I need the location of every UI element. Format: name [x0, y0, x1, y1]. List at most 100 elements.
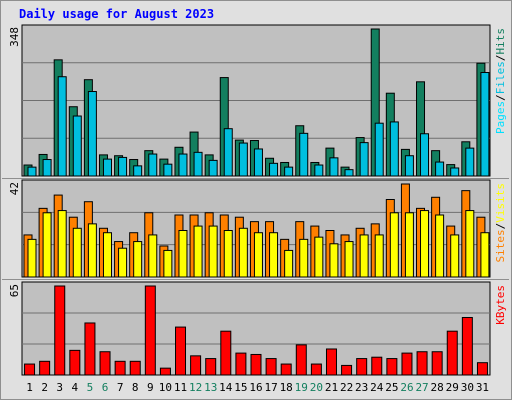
- bar-sites: [208, 225, 218, 278]
- x-axis-day-label: 26: [400, 381, 413, 394]
- bar-files: [359, 142, 369, 177]
- bar-sites: [420, 210, 430, 278]
- bar-files: [329, 157, 339, 177]
- bar-files: [314, 164, 324, 177]
- bar-sites: [450, 234, 460, 278]
- x-axis-day-label: 30: [461, 381, 474, 394]
- x-axis-day-label: 14: [219, 381, 233, 394]
- x-axis-day-label: 20: [310, 381, 323, 394]
- y-axis-max-label-3: 65: [8, 284, 21, 297]
- bar-sites: [299, 238, 309, 278]
- bar-sites: [223, 230, 233, 278]
- bar-sites: [27, 238, 37, 278]
- legend-hits: Hits: [494, 28, 507, 55]
- bar-kbytes: [280, 363, 292, 376]
- bar-files: [404, 155, 414, 177]
- x-axis-day-label: 2: [41, 381, 48, 394]
- bar-kbytes: [356, 358, 368, 376]
- x-axis-day-label: 6: [102, 381, 109, 394]
- legend-separator: /: [494, 94, 507, 101]
- bar-sites: [148, 234, 158, 278]
- bar-kbytes: [401, 352, 413, 376]
- bar-sites: [87, 223, 97, 278]
- bar-files: [57, 76, 67, 177]
- y-axis-legend-2: Sites/Visits: [494, 183, 507, 263]
- bar-kbytes: [310, 363, 322, 376]
- y-axis-max-label-1: 348: [8, 27, 21, 47]
- legend-separator: /: [494, 223, 507, 230]
- legend-pages: Pages: [494, 101, 507, 134]
- bar-sites: [133, 241, 143, 278]
- bar-kbytes: [341, 364, 353, 376]
- bar-files: [238, 142, 248, 177]
- x-axis-day-label: 7: [117, 381, 124, 394]
- bar-sites: [269, 232, 279, 278]
- bar-files: [253, 148, 263, 177]
- bar-kbytes: [144, 285, 156, 376]
- bar-kbytes: [129, 360, 141, 376]
- x-axis-day-label: 28: [431, 381, 444, 394]
- bar-sites: [374, 234, 384, 278]
- chart-panel-2: 42 Sites/Visits: [8, 179, 507, 278]
- bar-kbytes: [84, 322, 96, 376]
- bar-files: [163, 163, 173, 177]
- bar-kbytes: [205, 358, 217, 376]
- x-axis-day-label: 31: [476, 381, 489, 394]
- bar-kbytes: [476, 362, 488, 376]
- bar-sites: [178, 230, 188, 278]
- bar-kbytes: [250, 353, 262, 376]
- bar-sites: [102, 232, 112, 278]
- bar-sites: [359, 234, 369, 278]
- bar-kbytes: [159, 367, 171, 376]
- bar-kbytes: [371, 356, 383, 376]
- bar-files: [42, 159, 52, 177]
- x-axis-day-label: 15: [234, 381, 247, 394]
- bar-sites: [389, 212, 399, 278]
- bar-files: [178, 153, 188, 177]
- bar-files: [344, 169, 354, 177]
- bar-kbytes: [235, 352, 247, 376]
- bar-kbytes: [461, 316, 473, 376]
- bar-kbytes: [416, 351, 428, 376]
- x-axis-day-label: 3: [56, 381, 63, 394]
- bar-sites: [329, 243, 339, 278]
- bar-files: [118, 156, 128, 177]
- bar-files: [450, 167, 460, 177]
- bar-sites: [435, 214, 445, 278]
- bar-kbytes: [99, 351, 111, 376]
- x-axis-day-label: 10: [159, 381, 172, 394]
- bar-kbytes: [69, 349, 81, 376]
- bar-sites: [284, 249, 294, 278]
- bar-kbytes: [386, 358, 398, 376]
- bar-files: [133, 165, 143, 177]
- y-axis-legend-3: KBytes: [494, 285, 507, 325]
- bar-files: [374, 122, 384, 177]
- bar-kbytes: [431, 351, 443, 376]
- x-axis-day-label: 22: [340, 381, 353, 394]
- x-axis-day-label: 17: [264, 381, 277, 394]
- bar-kbytes: [265, 358, 277, 376]
- bar-files: [435, 161, 445, 177]
- bar-sites: [118, 247, 128, 278]
- legend-files: Files: [494, 61, 507, 94]
- bar-files: [27, 166, 37, 177]
- bar-kbytes: [24, 363, 36, 376]
- bar-files: [299, 132, 309, 177]
- bar-sites: [163, 249, 173, 278]
- x-axis-day-label: 16: [249, 381, 262, 394]
- bar-sites: [57, 210, 67, 278]
- bar-kbytes: [114, 360, 126, 376]
- bar-sites: [344, 241, 354, 278]
- bar-files: [389, 121, 399, 177]
- x-axis-day-label: 25: [385, 381, 398, 394]
- bar-files: [269, 162, 279, 177]
- x-axis-day-label: 21: [325, 381, 338, 394]
- x-axis-day-label: 27: [415, 381, 428, 394]
- bar-kbytes: [220, 330, 232, 376]
- bar-files: [102, 158, 112, 177]
- x-axis-day-label: 29: [446, 381, 459, 394]
- bar-kbytes: [175, 326, 187, 376]
- bar-sites: [238, 227, 248, 278]
- bar-kbytes: [295, 344, 307, 376]
- legend-sites: Sites: [494, 229, 507, 262]
